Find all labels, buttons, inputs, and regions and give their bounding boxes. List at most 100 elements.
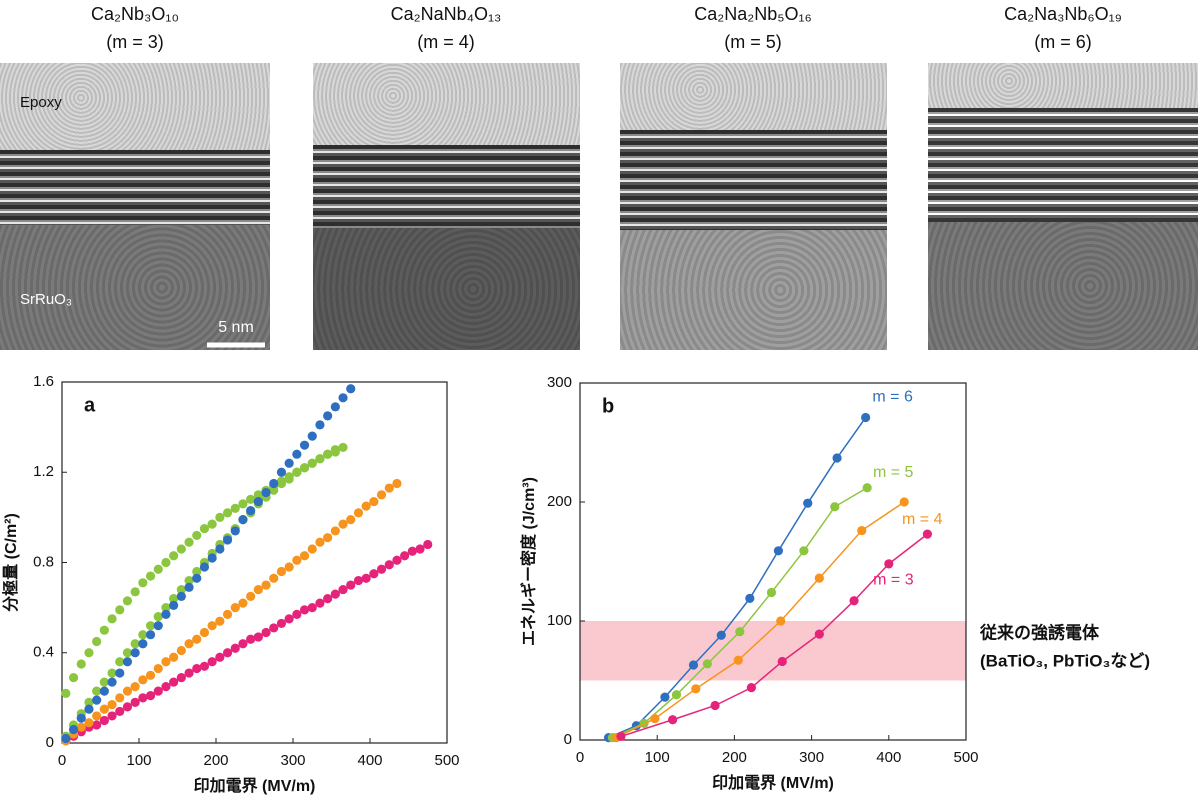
data-point: [799, 546, 809, 556]
data-point: [384, 560, 394, 570]
series-label: m = 4: [902, 511, 943, 528]
data-point: [376, 564, 387, 574]
data-point: [292, 467, 302, 477]
data-point: [184, 582, 194, 592]
data-point: [192, 530, 202, 541]
y-tick-label: 300: [547, 374, 572, 391]
data-point: [84, 704, 94, 714]
data-point: [369, 569, 379, 579]
y-tick-label: 0: [46, 734, 54, 751]
data-point: [307, 603, 317, 613]
data-point: [68, 724, 79, 735]
image-label: SrRuO₃: [20, 291, 72, 308]
data-point: [253, 584, 263, 595]
data-point: [330, 447, 340, 457]
data-point: [261, 627, 271, 638]
data-point: [99, 625, 109, 635]
data-point: [330, 589, 340, 599]
data-point: [315, 598, 325, 608]
data-point: [145, 670, 156, 680]
data-point: [169, 600, 179, 610]
data-point: [299, 605, 310, 615]
data-point: [99, 704, 109, 714]
image-label: Epoxy: [20, 94, 62, 111]
data-point: [376, 490, 387, 500]
data-point: [346, 580, 356, 590]
data-point: [330, 526, 340, 536]
data-point: [832, 453, 842, 463]
data-point: [138, 630, 148, 640]
data-point: [814, 573, 824, 583]
data-point: [115, 657, 125, 667]
data-point: [849, 596, 859, 606]
data-point: [284, 458, 294, 468]
data-point: [261, 580, 271, 590]
x-tick-label: 400: [357, 752, 382, 769]
data-point: [269, 485, 279, 495]
data-point: [184, 639, 194, 649]
series-label: m = 5: [873, 464, 914, 481]
panel-label: a: [84, 394, 96, 416]
data-point: [68, 672, 79, 683]
data-point: [222, 508, 233, 518]
formula: Ca₂Nb₃O₁₀: [91, 4, 179, 24]
data-point: [184, 537, 194, 547]
band-label: 従来の強誘電体: [979, 622, 1100, 642]
y-axis-title: エネルギー密度 (J/cm³): [519, 477, 538, 646]
data-point: [76, 659, 86, 669]
x-tick-label: 300: [280, 752, 305, 769]
data-point: [330, 402, 340, 412]
data-point: [176, 591, 186, 601]
data-point: [199, 562, 210, 572]
y-axis-title: 分極量 (C/m²): [1, 513, 20, 612]
data-point: [861, 412, 871, 423]
data-point: [130, 697, 140, 707]
data-point: [238, 515, 248, 525]
data-point: [176, 584, 186, 595]
data-point: [161, 657, 171, 667]
data-point: [369, 496, 379, 507]
data-point: [207, 519, 217, 529]
data-point: [215, 544, 225, 554]
x-axis-title: 印加電界 (MV/m): [194, 777, 316, 795]
data-point: [199, 627, 210, 638]
series-line: [615, 501, 905, 739]
plot-frame: [579, 382, 967, 741]
data-point: [253, 490, 263, 500]
data-point: [323, 533, 333, 543]
data-point: [246, 591, 256, 601]
data-point: [130, 587, 140, 597]
data-point: [353, 575, 364, 586]
data-point: [710, 700, 720, 711]
data-point: [84, 718, 94, 728]
formula: Ca₂Na₂Nb₅O₁₆: [694, 4, 812, 24]
data-point: [130, 648, 140, 658]
series-label: m = 3: [873, 571, 914, 588]
data-point: [230, 503, 240, 513]
reference-band: [580, 621, 966, 681]
tem-image: [313, 63, 580, 350]
data-point: [691, 684, 701, 694]
tem-image: [928, 63, 1198, 350]
tem-image: [620, 63, 887, 350]
data-point: [115, 668, 125, 678]
data-point: [745, 593, 755, 603]
data-point: [184, 668, 194, 678]
data-point: [346, 384, 356, 394]
data-point: [107, 711, 117, 721]
data-point: [130, 681, 140, 692]
data-point: [99, 715, 109, 726]
data-point: [292, 555, 302, 565]
series-line: [608, 417, 867, 739]
data-point: [207, 621, 217, 631]
data-point: [292, 609, 302, 619]
data-point: [733, 655, 743, 665]
data-point: [238, 639, 248, 649]
data-point: [138, 639, 148, 649]
data-point: [61, 733, 71, 744]
data-point: [269, 573, 279, 583]
data-point: [176, 544, 186, 554]
data-point: [338, 519, 348, 529]
data-point: [176, 672, 186, 683]
data-point: [702, 659, 712, 669]
